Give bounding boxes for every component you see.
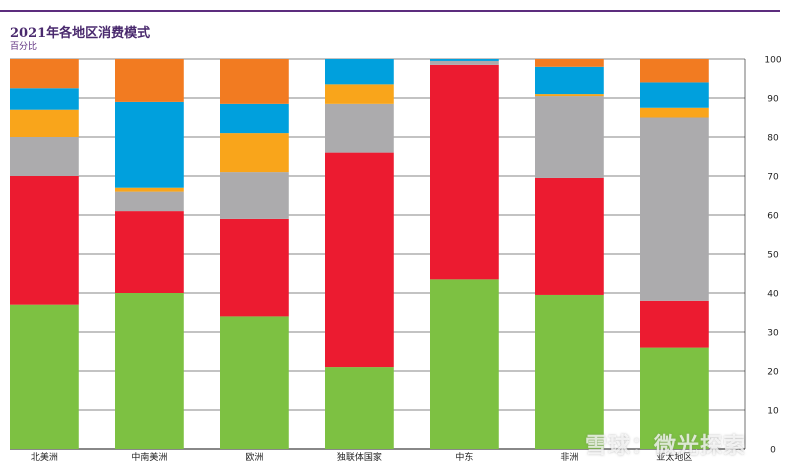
bar-segment: [430, 60, 499, 65]
y-tick-label: 80: [767, 134, 779, 144]
bar-segment: [325, 59, 394, 85]
y-tick-label: 0: [770, 446, 776, 456]
bar-segment: [115, 211, 184, 293]
bar-segment: [430, 64, 499, 280]
bar-segment: [640, 82, 709, 108]
bar-segment: [10, 137, 79, 176]
bar-segment: [10, 88, 79, 110]
bar-segment: [115, 293, 184, 449]
bar-segment: [325, 103, 394, 153]
bar-segment: [220, 103, 289, 134]
bar-segment: [640, 107, 709, 118]
bar-segment: [535, 294, 604, 449]
y-tick-label: 60: [767, 212, 779, 222]
bar-segment: [10, 109, 79, 137]
bar-segment: [220, 172, 289, 219]
bar-segment: [640, 347, 709, 449]
bar-segment: [535, 96, 604, 178]
bar-segment: [325, 152, 394, 368]
bar-segment: [535, 66, 604, 95]
y-tick-label: 30: [767, 329, 779, 339]
y-tick-label: 40: [767, 290, 779, 300]
bar-segment: [220, 133, 289, 173]
bar-segment: [115, 187, 184, 192]
chart-subtitle: 百分比: [10, 42, 38, 52]
x-tick-label: 亚太地区: [656, 451, 692, 463]
bar-segment: [115, 101, 184, 188]
bar-segment: [325, 367, 394, 449]
bar-segment: [535, 177, 604, 295]
y-tick-label: 50: [767, 251, 779, 261]
bar-segment: [430, 59, 499, 61]
title-rule: [0, 10, 780, 12]
x-tick-label: 北美洲: [31, 451, 58, 463]
x-tick-label: 独联体国家: [337, 451, 382, 463]
y-tick-label: 20: [767, 368, 779, 378]
bar-segment: [115, 191, 184, 212]
bar-segment: [10, 304, 79, 449]
bar-segment: [10, 59, 79, 89]
y-tick-label: 10: [767, 407, 779, 417]
bar-segment: [220, 218, 289, 317]
bar-segment: [220, 316, 289, 449]
bar-segment: [10, 176, 79, 305]
bar-segment: [640, 59, 709, 83]
bar-segment: [640, 117, 709, 301]
x-tick-label: 欧洲: [245, 451, 263, 463]
bar-segment: [640, 300, 709, 348]
bar-segment: [220, 59, 289, 104]
watermark-text: 雪球：微光探索: [585, 434, 747, 459]
bar-segment: [535, 94, 604, 97]
bar-segment: [325, 84, 394, 104]
bar-segment: [430, 279, 499, 449]
x-tick-label: 非洲: [560, 451, 578, 463]
chart-title: 2021年各地区消费模式: [10, 26, 151, 41]
bar-segment: [115, 59, 184, 102]
x-tick-label: 中南美洲: [131, 451, 167, 463]
y-tick-label: 70: [767, 173, 779, 183]
bar-segment: [535, 59, 604, 67]
x-tick-label: 中东: [455, 451, 473, 463]
y-tick-label: 100: [764, 56, 781, 66]
y-tick-label: 90: [767, 95, 779, 105]
